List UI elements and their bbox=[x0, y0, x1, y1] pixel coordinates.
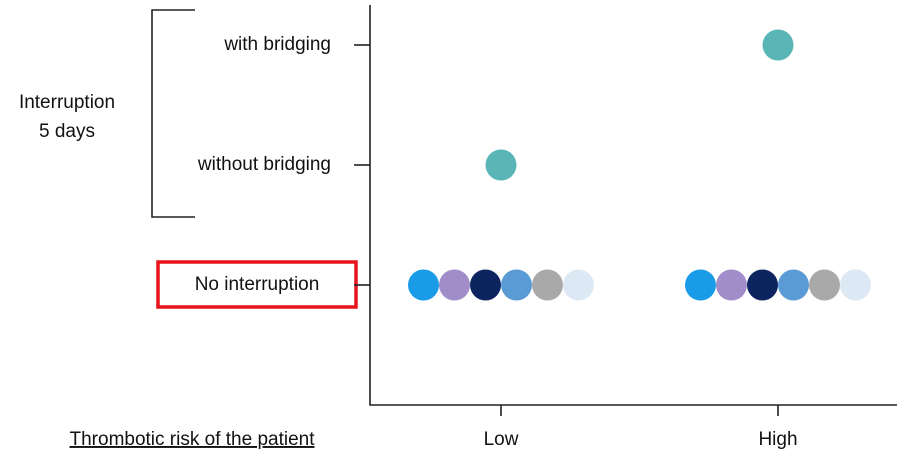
dot bbox=[470, 269, 501, 301]
x-axis-label: Thrombotic risk of the patient bbox=[70, 429, 316, 450]
dot bbox=[762, 29, 794, 61]
dot bbox=[439, 269, 470, 301]
dot bbox=[747, 269, 778, 301]
y-category-label: with bridging bbox=[223, 34, 331, 55]
x-category-label: High bbox=[758, 429, 797, 450]
dot bbox=[809, 269, 840, 301]
y-category-label: No interruption bbox=[195, 274, 320, 295]
dot bbox=[778, 269, 809, 301]
bracket bbox=[151, 9, 195, 218]
dot bbox=[563, 269, 594, 301]
group-label: 5 days bbox=[39, 121, 95, 142]
dot bbox=[532, 269, 563, 301]
x-category-label: Low bbox=[484, 429, 519, 450]
dot bbox=[501, 269, 532, 301]
dot bbox=[685, 269, 716, 301]
dot bbox=[485, 149, 517, 181]
dot bbox=[716, 269, 747, 301]
y-category-label: without bridging bbox=[197, 154, 331, 175]
axes bbox=[369, 5, 897, 406]
dot bbox=[840, 269, 871, 301]
dot bbox=[408, 269, 439, 301]
group-label: Interruption bbox=[19, 92, 115, 113]
